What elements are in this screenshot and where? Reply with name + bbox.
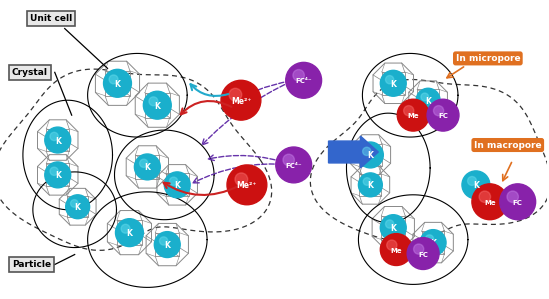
Circle shape	[427, 99, 459, 131]
Circle shape	[472, 184, 508, 220]
Circle shape	[221, 80, 261, 120]
FancyArrow shape	[328, 136, 378, 168]
Circle shape	[109, 75, 118, 84]
Circle shape	[66, 195, 89, 219]
Text: K: K	[144, 164, 150, 173]
Circle shape	[139, 159, 148, 167]
Circle shape	[276, 147, 312, 183]
Circle shape	[160, 237, 168, 245]
Text: Particle: Particle	[12, 260, 51, 269]
Text: Unit cell: Unit cell	[30, 14, 72, 23]
Text: K: K	[164, 241, 170, 250]
Circle shape	[507, 191, 518, 202]
Circle shape	[135, 154, 160, 180]
Circle shape	[434, 106, 444, 116]
Circle shape	[479, 191, 491, 202]
Text: K: K	[126, 229, 132, 238]
Circle shape	[500, 184, 536, 220]
Circle shape	[121, 224, 130, 233]
Text: K: K	[75, 203, 81, 212]
Circle shape	[386, 240, 397, 250]
Circle shape	[164, 172, 190, 198]
Circle shape	[45, 162, 71, 188]
Circle shape	[170, 177, 178, 185]
Circle shape	[143, 91, 171, 119]
Circle shape	[357, 142, 383, 168]
Circle shape	[380, 70, 406, 96]
Circle shape	[404, 106, 414, 116]
Circle shape	[468, 176, 477, 185]
Circle shape	[45, 127, 71, 153]
Circle shape	[397, 99, 429, 131]
Circle shape	[104, 69, 131, 97]
Text: FC⁴⁻: FC⁴⁻	[285, 163, 302, 169]
Circle shape	[462, 171, 490, 199]
Text: Me²⁺: Me²⁺	[231, 97, 251, 106]
Text: K: K	[430, 239, 436, 248]
Circle shape	[70, 199, 78, 207]
Circle shape	[115, 219, 143, 247]
Circle shape	[50, 167, 58, 176]
Circle shape	[407, 238, 439, 269]
Text: Crystal: Crystal	[12, 68, 48, 77]
Text: FC: FC	[438, 113, 448, 119]
Text: K: K	[367, 181, 373, 190]
Text: K: K	[154, 102, 160, 111]
Circle shape	[227, 165, 267, 205]
Circle shape	[285, 62, 322, 98]
Circle shape	[50, 132, 58, 141]
Circle shape	[149, 97, 158, 106]
Circle shape	[293, 70, 304, 81]
Text: Me: Me	[407, 113, 419, 119]
Text: K: K	[55, 171, 61, 180]
Text: K: K	[55, 137, 61, 146]
Text: K: K	[390, 80, 396, 89]
Circle shape	[420, 230, 446, 256]
Text: FC: FC	[513, 200, 523, 206]
Text: Me: Me	[484, 200, 496, 206]
Text: FC⁴⁻: FC⁴⁻	[295, 78, 312, 84]
Text: In micropore: In micropore	[456, 54, 520, 63]
Circle shape	[283, 154, 294, 166]
Circle shape	[385, 76, 394, 84]
Circle shape	[421, 93, 429, 101]
Circle shape	[362, 147, 371, 155]
Text: K: K	[473, 181, 479, 190]
Circle shape	[229, 88, 242, 101]
Circle shape	[380, 215, 406, 241]
Circle shape	[358, 173, 382, 197]
Circle shape	[385, 220, 394, 228]
Circle shape	[380, 234, 412, 266]
Circle shape	[235, 173, 248, 186]
Circle shape	[425, 235, 434, 243]
Text: K: K	[390, 224, 396, 233]
Text: FC: FC	[418, 251, 428, 257]
Circle shape	[363, 178, 371, 185]
Text: K: K	[115, 80, 120, 89]
Text: Me: Me	[390, 248, 402, 254]
Text: K: K	[174, 181, 180, 190]
Text: In macropore: In macropore	[474, 141, 541, 150]
Text: K: K	[367, 152, 373, 161]
Circle shape	[413, 244, 424, 254]
Circle shape	[416, 88, 440, 112]
Circle shape	[154, 232, 180, 257]
Text: K: K	[425, 97, 431, 106]
Text: Me²⁺: Me²⁺	[237, 181, 257, 190]
